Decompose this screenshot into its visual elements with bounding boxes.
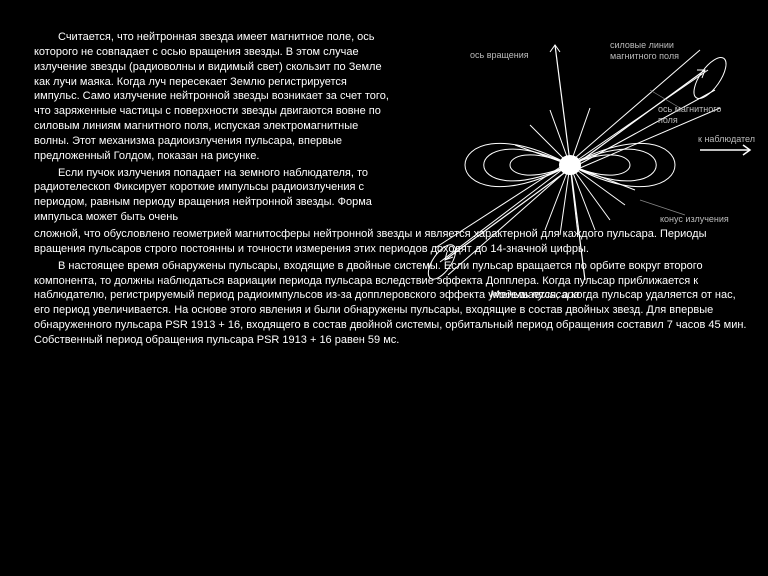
paragraph-2b: сложной, что обусловлено геометрией магн… <box>34 227 748 257</box>
paragraph-1: Считается, что нейтронная звезда имеет м… <box>34 30 394 164</box>
paragraph-2a: Если пучок излучения попадает на земного… <box>34 166 394 225</box>
paragraph-3: В настоящее время обнаружены пульсары, в… <box>34 259 748 348</box>
body-text: Считается, что нейтронная звезда имеет м… <box>34 30 748 348</box>
